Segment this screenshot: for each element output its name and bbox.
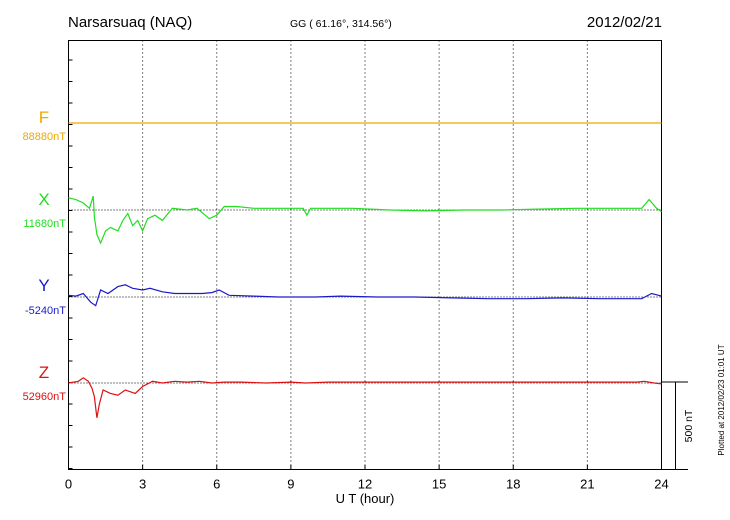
- series-name-X: X: [38, 190, 49, 209]
- series-name-F: F: [39, 108, 49, 127]
- scale-bar-label: 500 nT: [683, 409, 695, 442]
- x-tick-label-18: 18: [506, 477, 520, 492]
- series-baseline-value-Y: -5240nT: [25, 305, 66, 317]
- x-tick-label-21: 21: [580, 477, 594, 492]
- x-tick-label-9: 9: [287, 477, 294, 492]
- series-line-X: [68, 195, 662, 245]
- x-tick-label-3: 3: [139, 477, 146, 492]
- x-tick-label-0: 0: [65, 477, 72, 492]
- plot-date: 2012/02/21: [587, 14, 662, 31]
- vertical-grid: [142, 40, 588, 470]
- series-line-Y: [68, 284, 662, 307]
- series-baseline-value-Z: 52960nT: [23, 391, 67, 403]
- x-tick-label-12: 12: [358, 477, 372, 492]
- axis-ticks: 0 3 6 9 12 15 18 21 24: [65, 59, 669, 492]
- x-tick-label-15: 15: [432, 477, 446, 492]
- series-name-Y: Y: [38, 276, 49, 295]
- scale-bar: [662, 381, 688, 470]
- series-baseline-value-X: 11680nT: [23, 218, 66, 230]
- series-line-Z: [68, 377, 662, 418]
- plotted-at-note: Plotted at 2012/02/23 01:01 UT: [717, 344, 726, 455]
- x-tick-label-24: 24: [654, 477, 668, 492]
- series-name-Z: Z: [39, 363, 49, 382]
- series-lines: [68, 122, 662, 418]
- station-coords: GG ( 61.16°, 314.56°): [290, 18, 392, 30]
- station-title: Narsarsuaq (NAQ): [68, 14, 192, 31]
- x-tick-label-6: 6: [213, 477, 220, 492]
- series-baseline-value-F: 88880nT: [23, 131, 67, 143]
- series-labels: F 88880nT X 11680nT Y -5240nT Z 52960nT: [23, 108, 67, 403]
- x-axis-label: U T (hour): [336, 491, 395, 506]
